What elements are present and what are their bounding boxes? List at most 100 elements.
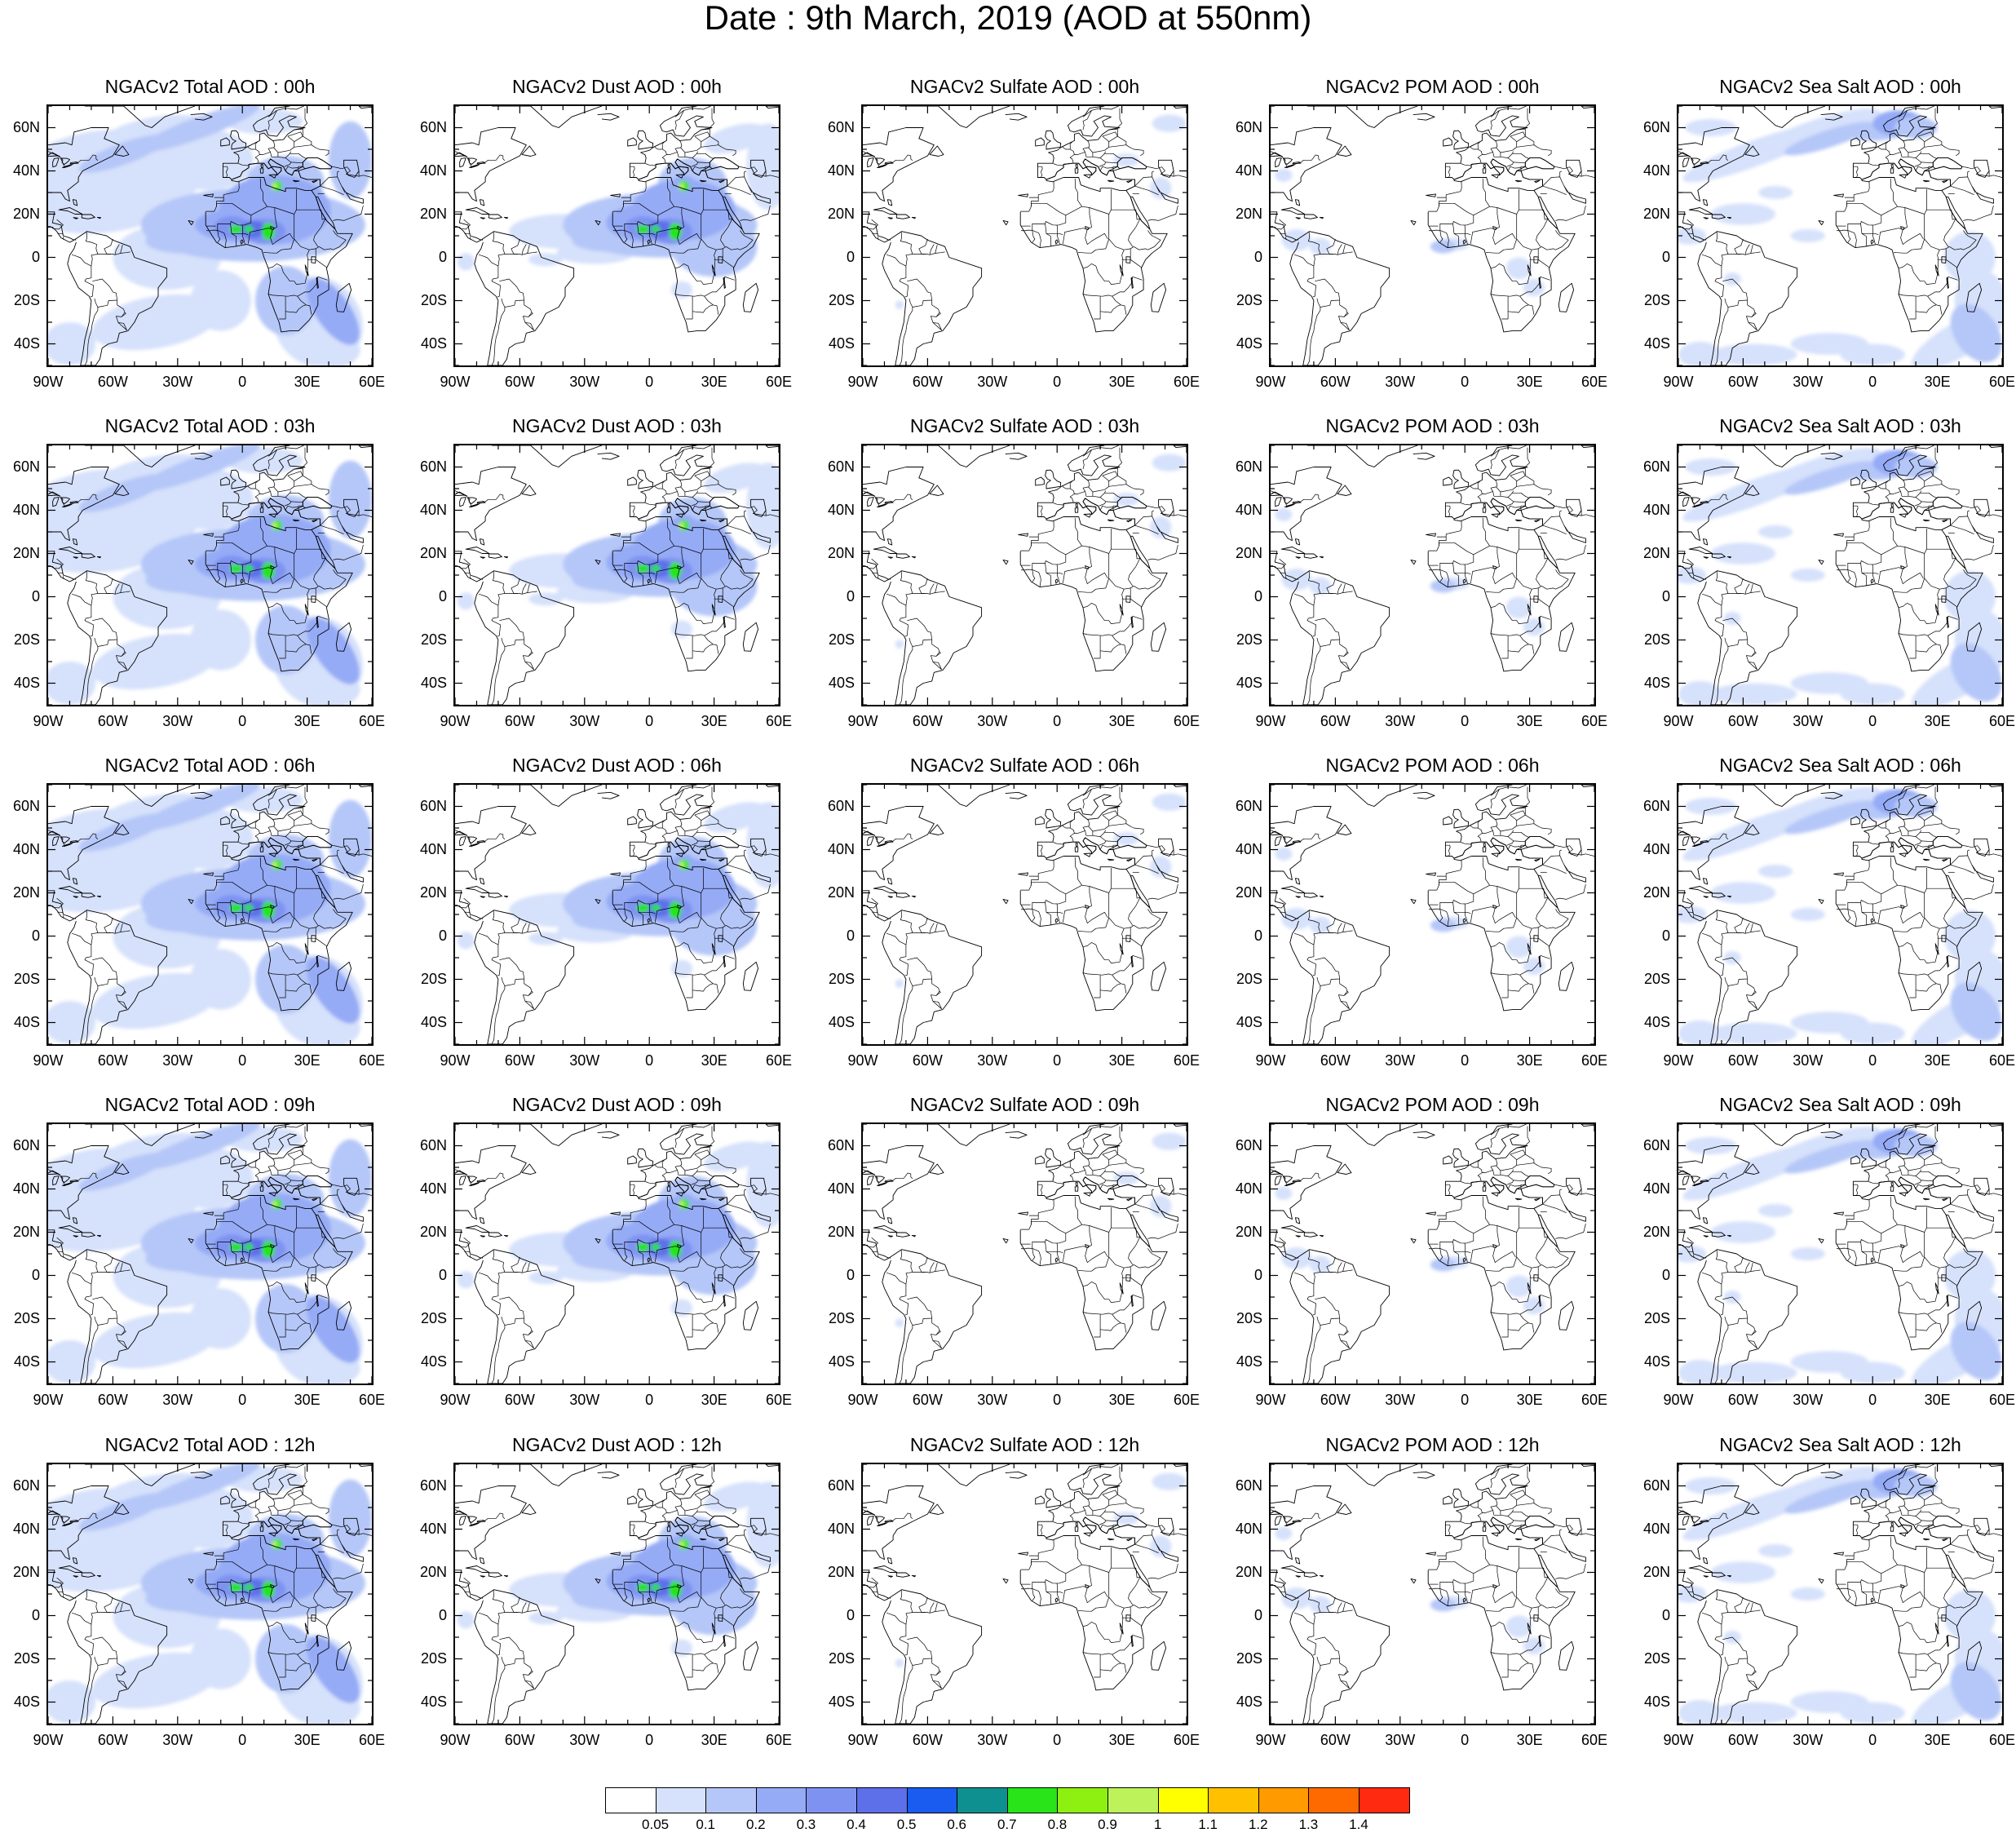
coast-black-sea — [1116, 836, 1147, 848]
aod-patch-mid — [78, 1152, 169, 1191]
country-border — [1750, 245, 1753, 254]
country-border — [1501, 1654, 1509, 1678]
coast-caspian — [1566, 1177, 1582, 1196]
country-border — [1846, 881, 1863, 886]
country-border — [1134, 1543, 1159, 1554]
island-cape-verde — [1410, 1578, 1417, 1584]
country-border — [1452, 224, 1460, 247]
aod-patch-hot — [651, 1243, 661, 1251]
coast-greenland — [492, 106, 603, 128]
lake-outline — [1527, 1282, 1532, 1295]
country-border — [886, 1589, 913, 1625]
lon-tick-label: 0 — [645, 1052, 654, 1069]
island-newfoundland — [114, 1503, 130, 1515]
lon-tick-label: 90W — [440, 1732, 471, 1748]
country-border — [1056, 224, 1060, 245]
tick-marks — [1271, 1464, 1594, 1724]
aod-patch-light — [528, 1611, 564, 1625]
coast-black-sea — [1932, 157, 1963, 170]
country-border — [1916, 1663, 1943, 1673]
country-border — [1976, 174, 2002, 178]
country-border — [320, 1543, 344, 1554]
lake-outline — [867, 1176, 874, 1186]
aod-map — [1271, 445, 1594, 705]
lon-tick-label: 30E — [1924, 713, 1951, 729]
lon-tick-label: 0 — [1461, 1392, 1470, 1408]
island-jamaica — [480, 1575, 485, 1578]
lat-tick-label: 0 — [846, 1606, 855, 1623]
country-border — [918, 1256, 945, 1273]
aod-map — [1678, 1124, 2002, 1384]
country-border — [1542, 185, 1567, 196]
coast-persian-gulf — [1975, 1210, 1994, 1222]
country-border — [704, 1313, 714, 1324]
country-border — [72, 910, 99, 945]
country-border — [84, 307, 99, 365]
aod-patch-light — [1150, 856, 1172, 878]
country-border — [1746, 1318, 1757, 1349]
aod-patch-light — [457, 932, 475, 950]
country-border — [1520, 1524, 1526, 1530]
colorbar-swatch — [1107, 1787, 1160, 1813]
country-border — [1428, 876, 1447, 891]
aod-patch-hot — [669, 562, 682, 580]
country-border — [121, 1670, 126, 1676]
country-border — [116, 1318, 127, 1349]
island-cyprus — [1942, 1538, 1948, 1542]
island-cyprus — [1126, 1198, 1133, 1202]
aod-field — [48, 785, 372, 1044]
coast-iceland — [1820, 1471, 1843, 1479]
coast-north-america — [455, 467, 527, 542]
country-border — [238, 842, 250, 845]
country-border — [1121, 1277, 1143, 1286]
country-border — [1917, 471, 1934, 476]
aod-patch-light — [190, 270, 251, 331]
country-border — [1508, 1322, 1535, 1333]
country-border — [692, 830, 699, 837]
lake-outline — [1691, 157, 1700, 165]
country-border — [1436, 1199, 1462, 1216]
country-border — [1516, 128, 1526, 131]
aod-patch-mid — [138, 106, 261, 153]
coast-caspian — [750, 1517, 767, 1536]
lake-outline — [1284, 843, 1295, 847]
island-corsica — [1483, 1522, 1486, 1526]
coast-south-america — [882, 1249, 983, 1384]
lake-outline — [723, 1295, 726, 1307]
coast-iceland — [190, 452, 213, 460]
lake-outline — [316, 616, 319, 628]
country-border — [1028, 1199, 1054, 1216]
country-border — [1112, 1184, 1118, 1189]
island-great-britain — [230, 130, 247, 150]
lat-tick-label: 60N — [1642, 1136, 1670, 1153]
country-border — [1045, 224, 1052, 247]
lake-outline — [60, 157, 70, 165]
tick-marks — [1271, 785, 1594, 1044]
country-border — [279, 296, 286, 320]
country-border — [1032, 1248, 1036, 1261]
country-border — [1045, 902, 1052, 926]
country-border — [1927, 974, 1937, 985]
country-border — [1146, 844, 1165, 853]
country-border — [1836, 537, 1855, 551]
aod-patch-hot — [669, 1241, 682, 1259]
country-border — [1306, 307, 1321, 365]
aod-field — [48, 1124, 372, 1384]
coast-central-america — [48, 890, 75, 922]
country-border — [1147, 909, 1161, 919]
country-border — [637, 902, 644, 926]
aod-patch-mid — [1950, 1322, 2002, 1381]
island-cuba — [1688, 1565, 1713, 1573]
island-madagascar — [1150, 1300, 1167, 1330]
country-border — [481, 238, 484, 241]
lake-outline — [875, 836, 885, 843]
map-frame — [46, 104, 374, 367]
country-border — [1555, 544, 1586, 560]
country-border — [1108, 484, 1144, 496]
lat-tick-label: 40N — [1642, 1180, 1670, 1197]
lat-tick-label: 20N — [419, 1563, 447, 1580]
country-border — [1108, 447, 1122, 481]
coast-central-america — [1271, 890, 1298, 922]
island-jamaica — [73, 556, 78, 559]
country-border — [1898, 826, 1904, 836]
